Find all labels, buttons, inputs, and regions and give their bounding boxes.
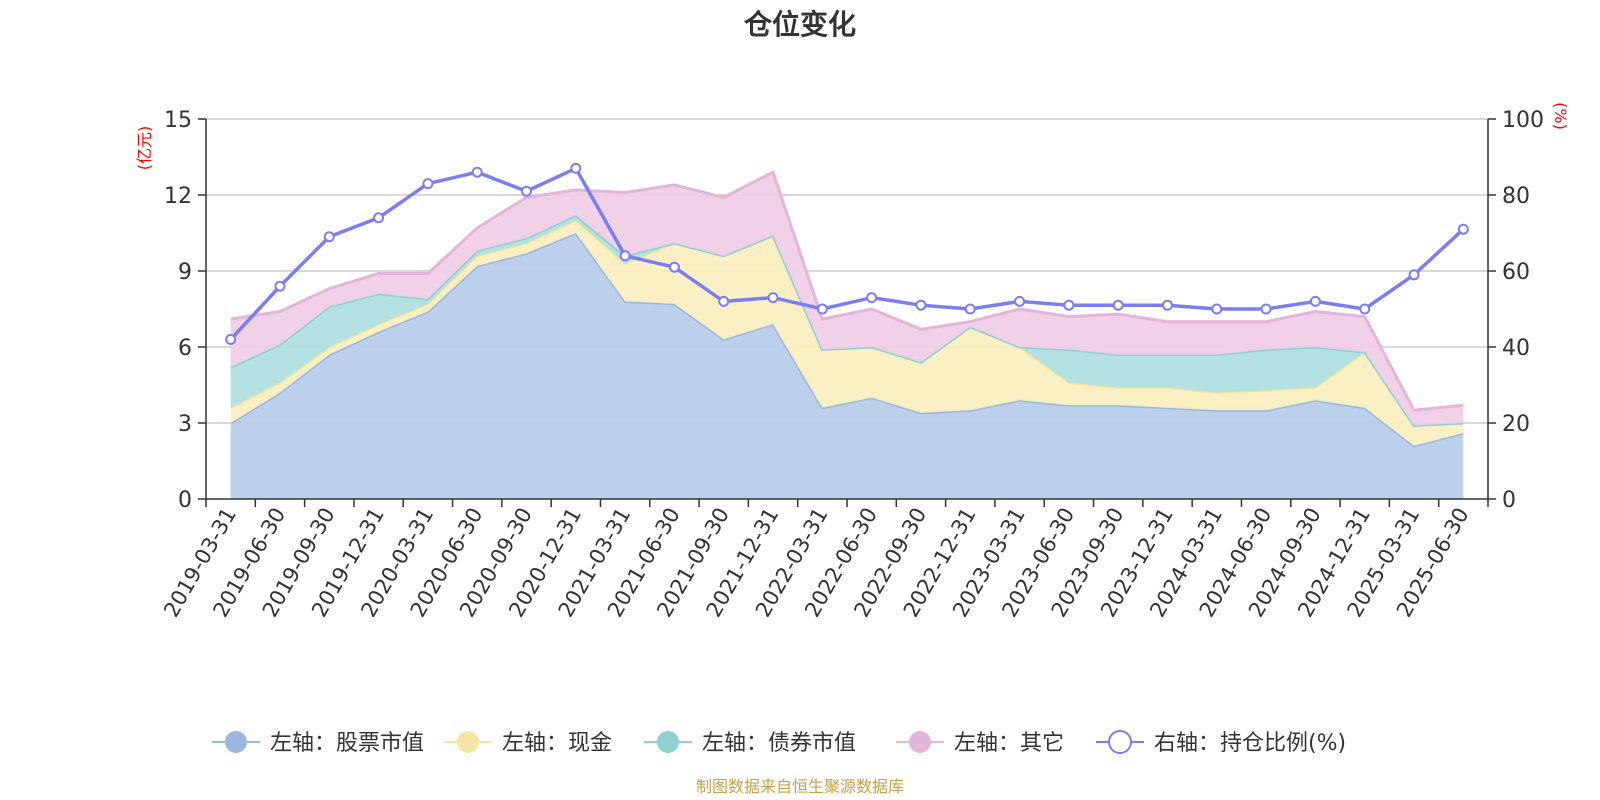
data-source-note: 制图数据来自恒生聚源数据库: [696, 777, 904, 796]
ratio-point: [1359, 303, 1371, 315]
left-tick-label: 3: [178, 412, 192, 437]
ratio-point: [718, 295, 730, 307]
ratio-point: [1112, 299, 1124, 311]
left-tick-label: 12: [164, 184, 192, 209]
legend-item: 左轴：债券市值: [644, 731, 856, 756]
ratio-point: [619, 250, 631, 262]
stacked-areas: [229, 170, 1464, 499]
area-左轴：现金: [230, 220, 1464, 446]
area-左轴：股票市值: [230, 233, 1464, 499]
ratio-point: [1211, 303, 1223, 315]
left-axis-unit: (亿元): [135, 126, 154, 171]
legend-marker: [457, 731, 479, 753]
ratio-point: [1408, 269, 1420, 281]
right-tick-label: 40: [1502, 336, 1530, 361]
ratio-point: [225, 333, 237, 345]
ratio-point: [274, 280, 286, 292]
left-tick-label: 9: [178, 260, 192, 285]
ratio-point: [521, 185, 532, 197]
right-tick-label: 0: [1502, 488, 1516, 513]
ratio-point: [471, 166, 483, 178]
left-tick-label: 0: [178, 488, 192, 513]
legend-item: 左轴：股票市值: [212, 731, 424, 756]
left-tick-label: 15: [164, 108, 192, 133]
ratio-line-path: [229, 166, 1465, 341]
legend-label: 左轴：其它: [954, 731, 1064, 756]
ratio-point: [1014, 295, 1026, 307]
ratio-point: [668, 261, 680, 273]
ratio-point: [1162, 299, 1173, 311]
ratio-point: [816, 303, 828, 315]
legend-item: 左轴：其它: [896, 731, 1064, 756]
ratio-point: [1309, 295, 1321, 307]
legend-marker: [225, 731, 247, 753]
legend-label: 左轴：现金: [502, 731, 612, 756]
ratio-point: [1260, 303, 1272, 315]
ratio-point: [1063, 299, 1075, 311]
legend-label: 左轴：股票市值: [270, 731, 424, 756]
ratio-point: [422, 178, 434, 190]
legend-item: 右轴：持仓比例(%): [1096, 730, 1346, 756]
ratio-point: [570, 162, 582, 174]
area-edge-左轴：其它: [230, 170, 1464, 412]
right-tick-label: 60: [1502, 260, 1530, 285]
legend: 左轴：股票市值 左轴：现金 左轴：债券市值 左轴：其它 右轴：持仓比例(%): [212, 730, 1346, 756]
ratio-point: [1457, 223, 1469, 235]
legend-item: 左轴：现金: [444, 731, 612, 756]
ratio-point: [767, 292, 779, 304]
right-axis-unit: (%): [1551, 102, 1570, 130]
ratio-point: [866, 292, 878, 304]
right-tick-label: 100: [1502, 108, 1544, 133]
legend-label: 左轴：债券市值: [702, 731, 856, 756]
ratio-point: [915, 299, 927, 311]
left-tick-label: 6: [178, 336, 192, 361]
ratio-point: [964, 303, 976, 315]
right-tick-label: 20: [1502, 412, 1530, 437]
ratio-point: [323, 231, 335, 243]
legend-marker: [1108, 730, 1132, 754]
chart-title: 仓位变化: [744, 8, 856, 41]
legend-label: 右轴：持仓比例(%): [1154, 731, 1346, 756]
ratio-point: [373, 212, 385, 224]
area-左轴：债券市值: [230, 215, 1464, 426]
right-tick-label: 80: [1502, 184, 1530, 209]
legend-marker: [657, 731, 679, 753]
ratio-line: [225, 162, 1469, 345]
legend-marker: [909, 731, 931, 753]
